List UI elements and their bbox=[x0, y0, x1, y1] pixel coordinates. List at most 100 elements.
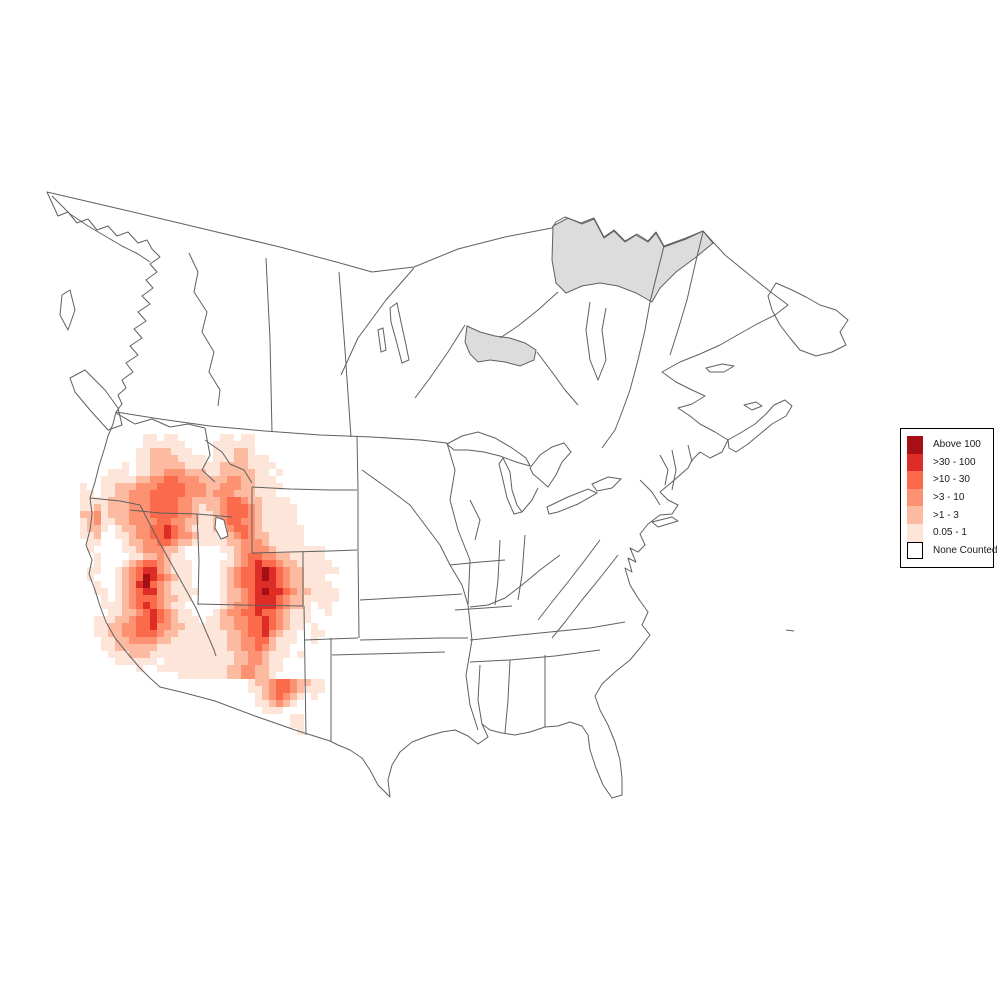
heatmap-cell bbox=[199, 672, 206, 679]
heatmap-cell bbox=[143, 595, 150, 602]
heatmap-cell bbox=[297, 546, 304, 553]
heatmap-cell bbox=[227, 483, 234, 490]
heatmap-cell bbox=[241, 630, 248, 637]
heatmap-cell bbox=[234, 476, 241, 483]
heatmap-cell bbox=[262, 700, 269, 707]
heatmap-cell bbox=[122, 462, 129, 469]
heatmap-cell bbox=[269, 546, 276, 553]
heatmap-cell bbox=[269, 504, 276, 511]
heatmap-cell bbox=[227, 490, 234, 497]
boundary-la-ms bbox=[478, 665, 482, 724]
heatmap-cell bbox=[171, 560, 178, 567]
heatmap-cell bbox=[255, 504, 262, 511]
heatmap-cell bbox=[157, 539, 164, 546]
heatmap-cell bbox=[227, 658, 234, 665]
heatmap-cell bbox=[241, 525, 248, 532]
heatmap-cell bbox=[94, 497, 101, 504]
heatmap-cell bbox=[283, 567, 290, 574]
heatmap-cell bbox=[171, 567, 178, 574]
heatmap-cell bbox=[185, 532, 192, 539]
heatmap-cell bbox=[269, 567, 276, 574]
heatmap-cell bbox=[178, 595, 185, 602]
heatmap-cell bbox=[241, 665, 248, 672]
heatmap-cell bbox=[276, 546, 283, 553]
heatmap-cell bbox=[255, 658, 262, 665]
heatmap-cell bbox=[283, 679, 290, 686]
heatmap-cell bbox=[234, 441, 241, 448]
heatmap-cell bbox=[234, 616, 241, 623]
heatmap-cell bbox=[283, 532, 290, 539]
legend-entry: None Counted bbox=[907, 541, 998, 560]
heatmap-cell bbox=[241, 546, 248, 553]
boundary-ks-ok bbox=[360, 594, 462, 600]
heatmap-cell bbox=[171, 595, 178, 602]
heatmap-cell bbox=[227, 581, 234, 588]
heatmap-cell bbox=[136, 616, 143, 623]
heatmap-cell bbox=[262, 455, 269, 462]
heatmap-cell bbox=[262, 637, 269, 644]
heatmap-cell bbox=[136, 476, 143, 483]
heatmap-cell bbox=[143, 490, 150, 497]
heatmap-cell bbox=[255, 623, 262, 630]
heatmap-cell bbox=[290, 504, 297, 511]
heatmap-cell bbox=[122, 476, 129, 483]
heatmap-cell bbox=[276, 518, 283, 525]
heatmap-cell bbox=[234, 539, 241, 546]
heatmap-cell bbox=[101, 476, 108, 483]
heatmap-cell bbox=[213, 637, 220, 644]
heatmap-cell bbox=[318, 686, 325, 693]
heatmap-cell bbox=[80, 504, 87, 511]
heatmap-cell bbox=[143, 532, 150, 539]
heatmap-cell bbox=[220, 511, 227, 518]
heatmap-cell bbox=[269, 595, 276, 602]
heatmap-cell bbox=[255, 637, 262, 644]
great-salt-lake bbox=[215, 517, 228, 539]
heatmap-cell bbox=[171, 665, 178, 672]
heatmap-cell bbox=[101, 595, 108, 602]
heatmap-cell bbox=[157, 504, 164, 511]
heatmap-cell bbox=[276, 504, 283, 511]
heatmap-cell bbox=[185, 497, 192, 504]
heatmap-cell bbox=[255, 651, 262, 658]
boundary-il-in bbox=[495, 540, 500, 605]
heatmap-cell bbox=[248, 672, 255, 679]
heatmap-cell bbox=[192, 588, 199, 595]
heatmap-cell bbox=[262, 679, 269, 686]
boundary-ab-sk bbox=[266, 258, 272, 432]
legend-label: >30 - 100 bbox=[933, 456, 976, 468]
heatmap-cell bbox=[283, 546, 290, 553]
boundary-appalachia-2 bbox=[552, 555, 618, 638]
heatmap-cell bbox=[241, 658, 248, 665]
heatmap-cell bbox=[101, 616, 108, 623]
heatmap-cell bbox=[108, 483, 115, 490]
no-data-region-central-manitoba bbox=[465, 326, 536, 366]
heatmap-cell bbox=[220, 588, 227, 595]
heatmap-cell bbox=[276, 693, 283, 700]
heatmap-cell bbox=[241, 553, 248, 560]
heatmap-cell bbox=[136, 511, 143, 518]
heatmap-cell bbox=[136, 469, 143, 476]
heatmap-cell bbox=[318, 588, 325, 595]
heatmap-cell bbox=[269, 553, 276, 560]
heatmap-cell bbox=[185, 455, 192, 462]
heatmap-cell bbox=[108, 511, 115, 518]
heatmap-cell bbox=[157, 462, 164, 469]
heatmap-cell bbox=[87, 504, 94, 511]
heatmap-cell bbox=[276, 686, 283, 693]
heatmap-cell bbox=[276, 630, 283, 637]
heatmap-cell bbox=[80, 490, 87, 497]
heatmap-cell bbox=[129, 595, 136, 602]
heatmap-cell bbox=[178, 567, 185, 574]
heatmap-cell bbox=[213, 455, 220, 462]
heatmap-cell bbox=[185, 476, 192, 483]
heatmap-cell bbox=[171, 553, 178, 560]
heatmap-cell bbox=[311, 581, 318, 588]
heatmap-cell bbox=[178, 462, 185, 469]
heatmap-cell bbox=[136, 574, 143, 581]
boundary-new-england-2 bbox=[672, 450, 676, 490]
heatmap-cell bbox=[283, 560, 290, 567]
heatmap-cell bbox=[276, 616, 283, 623]
heatmap-cell bbox=[290, 560, 297, 567]
heatmap-cell bbox=[234, 602, 241, 609]
heatmap-cell bbox=[234, 553, 241, 560]
